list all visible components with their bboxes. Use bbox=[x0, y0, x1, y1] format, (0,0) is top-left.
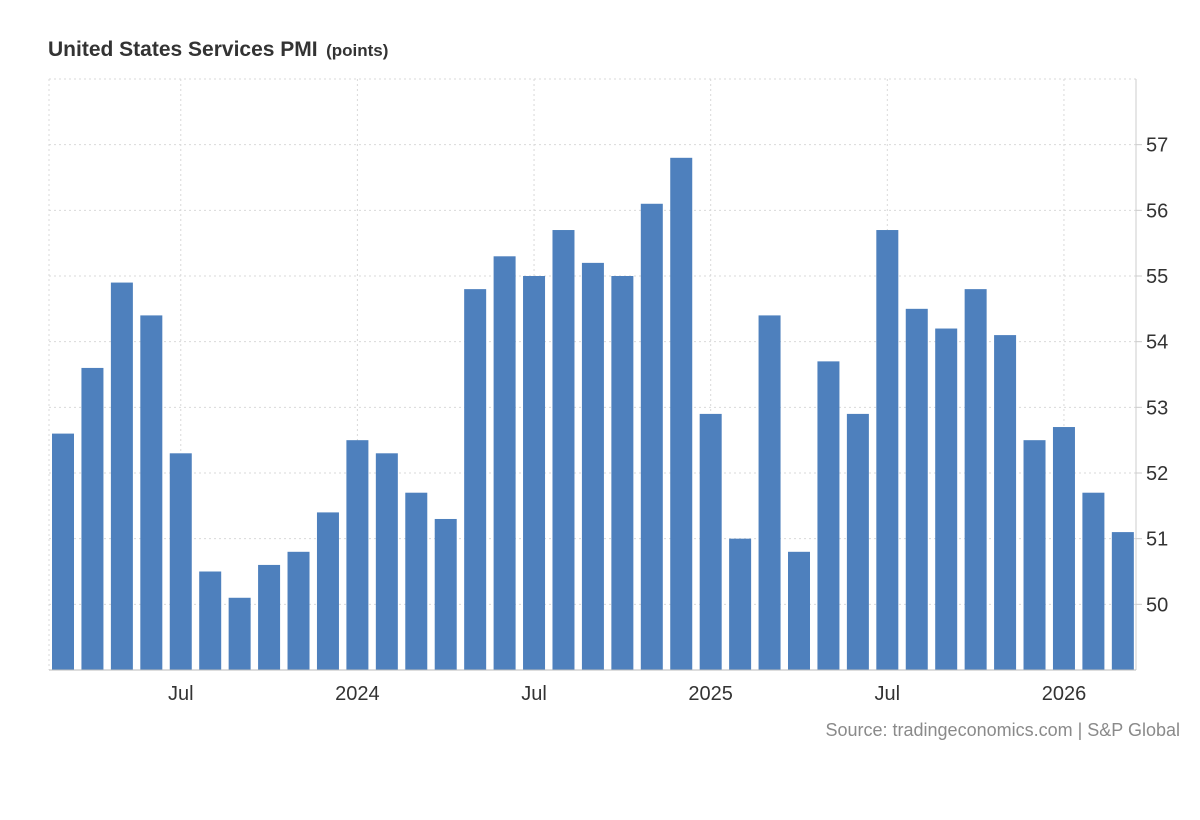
bar-2025-08 bbox=[905, 308, 928, 670]
bar-2025-11 bbox=[994, 335, 1017, 670]
bar-2024-07 bbox=[523, 276, 546, 670]
bar-2025-05 bbox=[817, 361, 840, 670]
bar-2023-03 bbox=[52, 433, 74, 670]
bar-2024-01 bbox=[346, 440, 369, 670]
bar-2025-07 bbox=[876, 230, 899, 670]
bar-2023-11 bbox=[287, 551, 310, 670]
bar-2023-06 bbox=[140, 315, 163, 670]
bar-2026-03 bbox=[1111, 532, 1134, 670]
bar-2024-09 bbox=[581, 262, 604, 670]
chart-header: United States Services PMI (points) bbox=[48, 38, 388, 62]
bar-2025-10 bbox=[964, 289, 987, 670]
y-tick-label: 52 bbox=[1146, 463, 1168, 485]
bar-2023-05 bbox=[110, 282, 133, 670]
bar-2025-02 bbox=[729, 538, 752, 670]
bar-2024-05 bbox=[464, 289, 487, 670]
bar-2026-02 bbox=[1082, 492, 1105, 670]
bar-2024-02 bbox=[375, 453, 398, 670]
bar-2025-12 bbox=[1023, 440, 1046, 670]
bar-2024-03 bbox=[405, 492, 428, 670]
bar-2023-10 bbox=[258, 564, 281, 670]
axis-layer bbox=[49, 79, 1142, 671]
bar-2024-04 bbox=[434, 518, 457, 670]
bar-2023-12 bbox=[316, 512, 339, 670]
bar-2026-01 bbox=[1052, 427, 1075, 670]
bar-2023-04 bbox=[81, 367, 104, 670]
chart-units: (points) bbox=[326, 41, 389, 60]
bar-2024-11 bbox=[640, 203, 663, 670]
y-tick-label: 53 bbox=[1146, 397, 1168, 419]
x-tick-label: 2024 bbox=[335, 683, 380, 705]
bar-2023-09 bbox=[228, 597, 251, 670]
y-tick-label: 54 bbox=[1146, 332, 1168, 354]
x-tick-label: Jul bbox=[521, 683, 547, 705]
bar-2025-06 bbox=[846, 413, 869, 670]
bar-2024-10 bbox=[611, 276, 634, 670]
chart-title: United States Services PMI bbox=[48, 38, 318, 61]
y-tick-label: 57 bbox=[1146, 135, 1168, 157]
bar-2025-04 bbox=[788, 551, 810, 670]
source-credit: Source: tradingeconomics.com | S&P Globa… bbox=[825, 720, 1180, 740]
y-tick-label: 55 bbox=[1146, 266, 1168, 288]
bar-2023-07 bbox=[169, 453, 192, 670]
bar-2023-08 bbox=[199, 571, 222, 670]
y-tick-label: 51 bbox=[1146, 529, 1168, 551]
chart-plot: 50 51 52 53 54 55 56 57 Jul 2024 Jul 2025 Jul 2026 bbox=[48, 78, 1168, 705]
x-tick-label: Jul bbox=[168, 683, 194, 705]
bar-2024-12 bbox=[670, 157, 693, 671]
bar-2025-09 bbox=[935, 328, 958, 670]
bar-2024-06 bbox=[493, 256, 516, 670]
label-layer: 50 51 52 53 54 55 56 57 Jul 2024 Jul 2025 Jul 2026 bbox=[168, 135, 1168, 705]
bar-2025-03 bbox=[758, 315, 781, 670]
x-tick-label: Jul bbox=[875, 683, 901, 705]
x-tick-label: 2025 bbox=[688, 683, 733, 705]
bar-2024-08 bbox=[552, 230, 575, 670]
y-tick-label: 50 bbox=[1146, 594, 1168, 616]
bar-layer bbox=[52, 157, 1134, 671]
bar-2025-01 bbox=[699, 413, 722, 670]
y-tick-label: 56 bbox=[1146, 200, 1168, 222]
x-tick-label: 2026 bbox=[1042, 683, 1087, 705]
